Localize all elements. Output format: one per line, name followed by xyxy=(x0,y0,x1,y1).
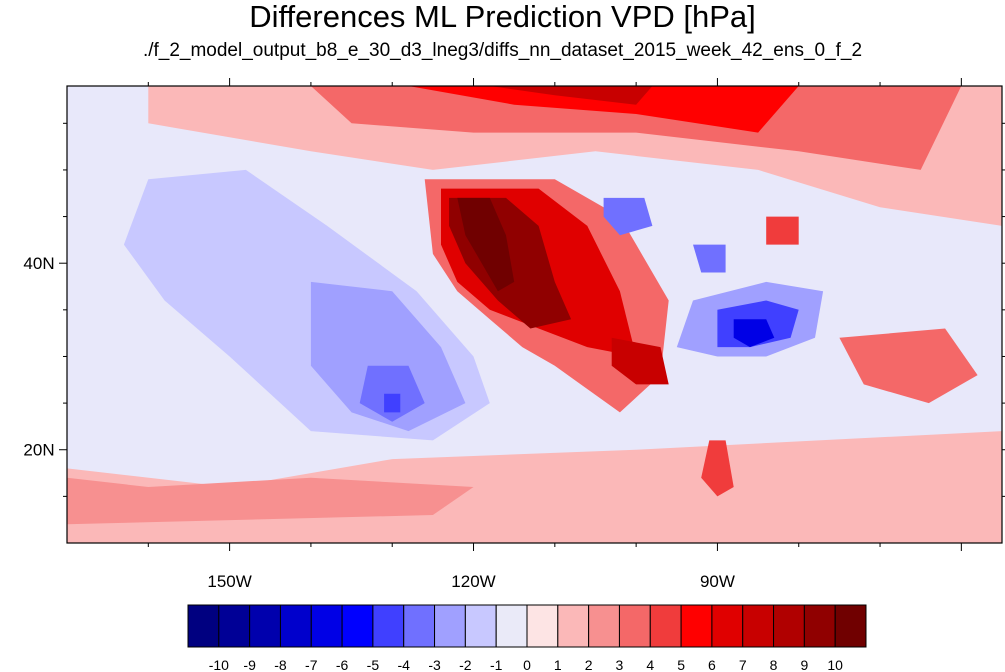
lon-tick-label: 150W xyxy=(207,572,251,591)
lon-tick-label: 120W xyxy=(451,572,495,591)
region-dakota-negative-3 xyxy=(603,197,653,236)
colorbar-swatch xyxy=(526,604,559,648)
colorbar-swatch xyxy=(464,604,497,648)
colorbar-label: -1 xyxy=(490,657,503,672)
lat-tick-label: 20N xyxy=(23,441,54,460)
colorbar-label: -5 xyxy=(367,657,380,672)
colorbar-label: -8 xyxy=(274,657,287,672)
colorbar-label: 9 xyxy=(800,657,808,672)
colorbar-label: 6 xyxy=(708,657,716,672)
axis-ticks: 150W 120W 90W 40N 20N xyxy=(23,78,1005,591)
colorbar-swatch xyxy=(711,604,744,648)
colorbar-swatch xyxy=(742,604,775,648)
colorbar-label: 7 xyxy=(739,657,747,672)
colorbar-label: 8 xyxy=(770,657,778,672)
colorbar-swatch xyxy=(495,604,528,648)
colorbar-swatch xyxy=(372,604,405,648)
colorbar-label: -3 xyxy=(428,657,441,672)
colorbar-swatch xyxy=(310,604,343,648)
region-pacific-negative-2 xyxy=(310,281,466,432)
region-west-positive-10 xyxy=(457,197,515,292)
colorbar-label: 3 xyxy=(616,657,624,672)
colorbar-label: 1 xyxy=(554,657,562,672)
region-texas-positive-7 xyxy=(611,337,669,385)
region-gulf-positive-4 xyxy=(701,440,734,497)
colorbar-swatch xyxy=(588,604,620,648)
region-canada-positive-5 xyxy=(408,86,799,133)
colorbar-swatch xyxy=(341,604,374,648)
colorbar-label: -6 xyxy=(336,657,349,672)
lat-tick-label: 40N xyxy=(23,254,54,273)
colorbar-swatch xyxy=(803,604,836,648)
colorbar-label: 0 xyxy=(523,657,531,672)
colorbar-swatch xyxy=(773,604,805,648)
map-title: Differences ML Prediction VPD [hPa] xyxy=(249,0,756,34)
colorbar-swatch xyxy=(187,604,220,648)
region-southeast-negative-6 xyxy=(733,319,775,348)
region-pacific-negative-4 xyxy=(384,393,401,413)
colorbar-swatch xyxy=(680,604,713,648)
region-greatlakes-negative-3 xyxy=(693,244,726,273)
region-ocean-pink-band-2 xyxy=(67,477,474,525)
region-canada-positive-7 xyxy=(489,86,653,105)
colorbar-swatch xyxy=(403,604,436,648)
lon-tick-label: 90W xyxy=(700,572,735,591)
colorbar-swatch xyxy=(557,604,590,648)
colorbar-label: 5 xyxy=(677,657,685,672)
colorbar-swatch xyxy=(618,604,651,648)
region-canada-positive-3 xyxy=(310,86,962,170)
colorbar-label: 10 xyxy=(827,657,843,672)
colorbar-swatch xyxy=(649,604,682,648)
region-east-canada-positive-4 xyxy=(766,216,799,245)
colorbar-label: -7 xyxy=(305,657,318,672)
colorbar-label: -10 xyxy=(209,657,229,672)
colorbar-label: -9 xyxy=(243,657,256,672)
colorbar-swatch xyxy=(279,604,312,648)
colorbar-swatch xyxy=(834,604,867,648)
colorbar-label: -4 xyxy=(398,657,411,672)
colorbar-swatch xyxy=(218,604,251,648)
colorbar-label: 4 xyxy=(646,657,654,672)
map-subtitle: ./f_2_model_output_b8_e_30_d3_lneg3/diff… xyxy=(142,40,863,61)
colorbar-label: 2 xyxy=(585,657,593,672)
colorbar-swatch xyxy=(434,604,466,648)
colorbar-swatch xyxy=(249,604,281,648)
map-frame xyxy=(66,85,1003,544)
region-atlantic-positive-3 xyxy=(839,328,978,404)
colorbar: -10 -9 -8 -7 -6 -5 -4 -3 -2 -1 0 1 2 3 4 5 6 7 8 9 10 xyxy=(187,604,867,672)
colorbar-label: -2 xyxy=(459,657,472,672)
contour-layer xyxy=(67,86,1002,543)
